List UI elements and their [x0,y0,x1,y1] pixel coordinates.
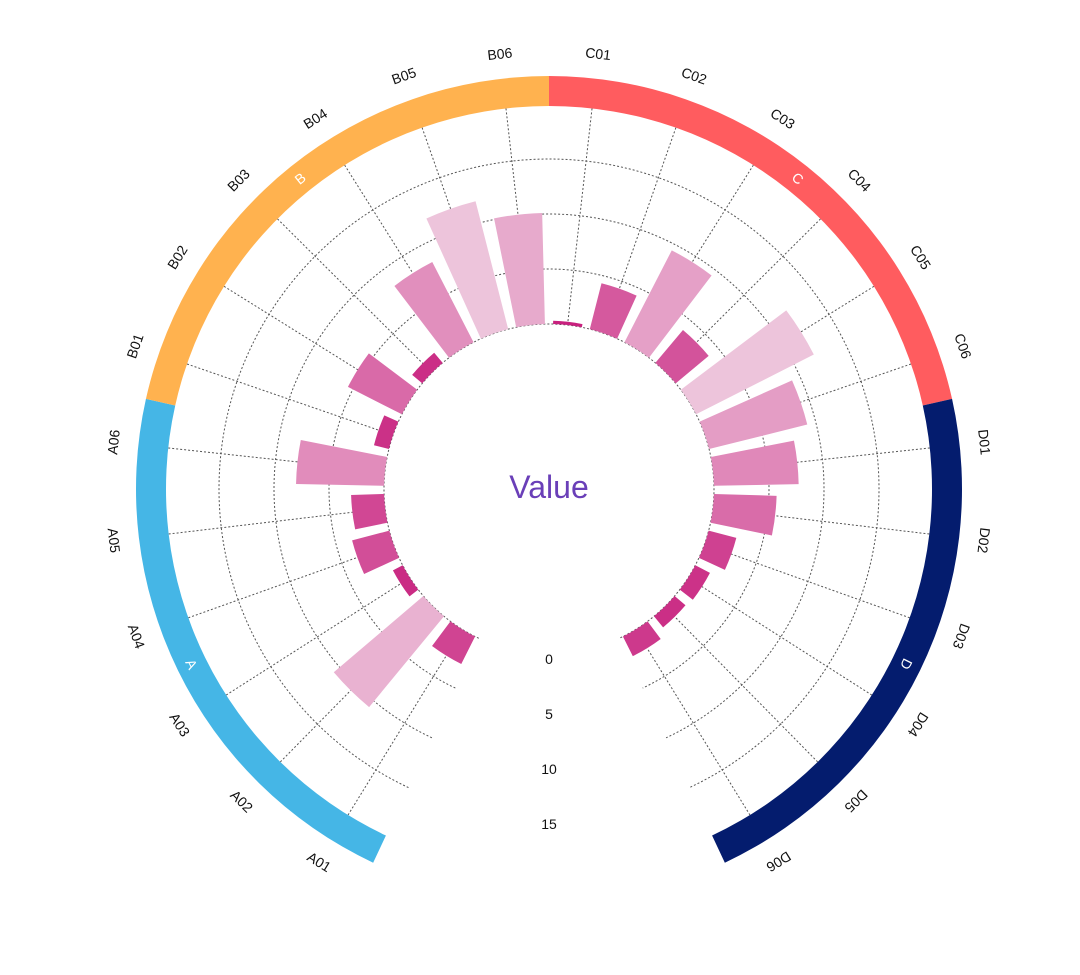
category-label-B02: B02 [164,242,191,272]
spoke-D06 [635,629,756,824]
bar-layer [296,201,814,708]
spoke-A05 [158,507,386,536]
category-label-D01: D01 [975,428,994,455]
bar-C06 [699,380,808,450]
bar-D03 [698,530,737,570]
category-label-A02: A02 [227,787,256,816]
bar-A01 [432,621,476,665]
bar-A06 [296,439,388,486]
spoke-A03 [217,577,411,701]
radial-tick-5: 5 [545,706,553,722]
category-label-A05: A05 [105,527,124,554]
bar-D06 [622,621,661,657]
bar-D01 [710,440,799,486]
category-label-B01: B01 [123,331,146,360]
bar-B03 [412,352,443,384]
group-ring-A [136,398,386,863]
category-label-C01: C01 [585,44,613,63]
group-ring-D [712,398,962,863]
category-label-D05: D05 [841,786,871,816]
category-label-A01: A01 [304,849,334,876]
radial-tick-10: 10 [541,761,557,777]
spoke-A01 [342,629,463,824]
category-label-B05: B05 [389,64,418,87]
grid-circle-0 [383,323,715,639]
category-label-B04: B04 [300,105,330,132]
bar-B06 [494,212,545,328]
category-label-B06: B06 [487,44,514,63]
category-label-A04: A04 [125,622,149,651]
spoke-C01 [567,98,594,326]
bar-B05 [426,201,509,339]
bar-C03 [624,250,712,358]
spoke-B03 [270,211,433,373]
spoke-D04 [687,577,881,701]
bar-D04 [679,565,710,600]
bar-C02 [589,283,637,339]
bar-A05 [351,493,388,530]
group-ring-B [145,76,549,406]
chart-title: Value [509,469,588,505]
category-label-D06: D06 [764,848,794,875]
spoke-D05 [664,606,826,770]
radial-tick-0: 0 [545,651,553,667]
bar-B01 [373,415,399,450]
bar-B02 [347,353,418,415]
category-label-C02: C02 [679,64,709,88]
group-ring-C [549,76,953,406]
radial-tick-15: 15 [541,816,557,832]
bar-C05 [680,310,814,415]
bar-D02 [710,493,777,536]
bar-A02 [333,595,445,708]
category-label-B03: B03 [224,165,253,194]
category-label-D03: D03 [950,622,974,652]
category-label-C03: C03 [768,105,798,132]
grid-circle-5 [328,268,770,689]
category-label-D02: D02 [974,527,993,555]
spoke-D03 [704,544,920,622]
category-label-D04: D04 [904,710,931,740]
bar-B04 [394,262,474,358]
spoke-B01 [177,360,394,436]
bar-D05 [653,595,686,628]
bar-A03 [392,565,419,597]
bar-C01 [553,320,583,328]
category-label-C05: C05 [907,242,934,272]
category-label-A03: A03 [166,710,193,740]
category-label-C04: C04 [845,165,875,195]
category-label-A06: A06 [104,429,123,456]
bar-C04 [655,330,709,384]
category-label-C06: C06 [951,331,975,361]
bar-A04 [352,530,400,574]
group-ring-layer: AB CD [136,76,962,863]
